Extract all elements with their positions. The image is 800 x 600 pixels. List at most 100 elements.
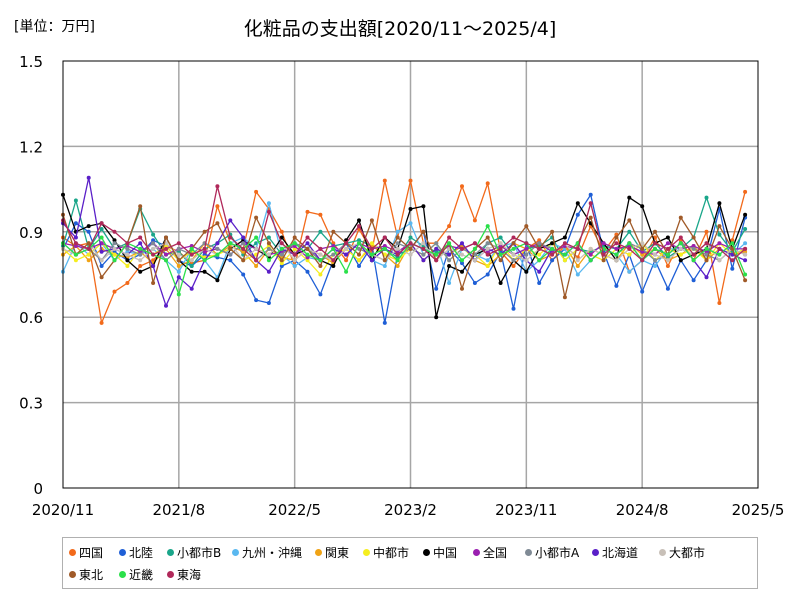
data-point — [395, 235, 400, 240]
data-point — [730, 246, 735, 251]
data-point — [575, 212, 580, 217]
data-point — [730, 252, 735, 257]
data-point — [678, 241, 683, 246]
data-point — [241, 246, 246, 251]
data-point — [498, 235, 503, 240]
data-point — [112, 246, 117, 251]
data-point — [151, 252, 156, 257]
data-point — [524, 224, 529, 229]
data-point — [228, 241, 233, 246]
legend-item: 北陸 — [119, 544, 153, 561]
data-point — [498, 258, 503, 263]
y-tick-label: 0.6 — [19, 309, 43, 327]
data-point — [434, 252, 439, 257]
legend-item: 東海 — [167, 566, 201, 583]
data-point — [357, 264, 361, 268]
data-point — [743, 241, 748, 246]
data-point — [640, 258, 645, 263]
data-point — [730, 238, 735, 243]
data-point — [176, 269, 181, 274]
data-point — [292, 246, 297, 251]
legend-item: 中国 — [423, 544, 457, 561]
legend-label: 中都市 — [373, 546, 410, 560]
data-point — [305, 209, 310, 214]
data-point — [279, 252, 284, 257]
data-point — [125, 264, 130, 268]
data-point — [99, 320, 104, 325]
data-point — [665, 252, 670, 257]
x-tick-label: 2022/5 — [268, 501, 321, 519]
legend-item: 大都市 — [659, 544, 705, 561]
data-point — [485, 258, 490, 263]
legend-label: 中国 — [433, 546, 458, 560]
data-point — [498, 246, 503, 251]
legend-marker — [659, 549, 666, 556]
data-point — [292, 252, 297, 257]
data-point — [357, 218, 361, 223]
data-point — [730, 258, 735, 263]
data-point — [627, 269, 632, 274]
series-東海 — [61, 184, 748, 263]
data-point — [730, 266, 735, 271]
data-point — [331, 264, 336, 268]
data-point — [575, 246, 580, 251]
data-point — [305, 246, 310, 251]
data-point — [601, 258, 606, 263]
data-point — [138, 252, 143, 257]
data-point — [215, 246, 220, 251]
data-point — [434, 286, 439, 291]
data-point — [305, 258, 310, 263]
data-point — [357, 258, 361, 263]
data-point — [382, 246, 387, 251]
data-point — [640, 246, 645, 251]
data-point — [99, 235, 104, 240]
data-point — [228, 258, 233, 263]
data-point — [266, 235, 271, 240]
data-point — [86, 252, 91, 257]
data-point — [369, 241, 374, 246]
data-point — [485, 252, 490, 257]
data-point — [434, 258, 439, 263]
data-point — [691, 258, 696, 263]
data-point — [266, 269, 271, 274]
data-point — [408, 178, 413, 183]
data-point — [588, 246, 593, 251]
data-point — [382, 178, 387, 183]
data-point — [254, 189, 259, 194]
data-point — [678, 246, 683, 251]
data-point — [266, 201, 271, 206]
data-point — [279, 241, 284, 246]
data-point — [215, 255, 220, 260]
x-tick-label: 2025/5 — [732, 501, 785, 519]
data-point — [665, 258, 670, 263]
data-point — [485, 249, 490, 254]
data-point — [202, 252, 207, 257]
data-point — [537, 246, 542, 251]
data-point — [678, 252, 683, 257]
data-point — [189, 252, 194, 257]
data-point — [524, 269, 529, 274]
legend-item: 四国 — [69, 544, 103, 561]
legend-item: 近畿 — [119, 566, 153, 583]
data-point — [704, 252, 709, 257]
data-point — [717, 252, 722, 257]
data-point — [691, 246, 696, 251]
data-point — [743, 249, 748, 254]
data-point — [318, 252, 323, 257]
data-point — [215, 278, 220, 283]
data-point — [112, 252, 117, 257]
data-point — [344, 252, 349, 257]
data-point — [395, 246, 400, 251]
legend-item: 北海道 — [592, 544, 638, 561]
data-point — [241, 241, 246, 246]
legend-marker — [363, 549, 370, 556]
data-point — [228, 218, 233, 223]
data-point — [125, 252, 130, 257]
data-point — [138, 241, 143, 246]
data-point — [434, 249, 439, 254]
data-point — [215, 252, 220, 257]
legend-label: 九州・沖縄 — [242, 546, 303, 560]
data-point — [550, 252, 555, 257]
data-point — [653, 241, 657, 246]
data-point — [357, 238, 361, 243]
